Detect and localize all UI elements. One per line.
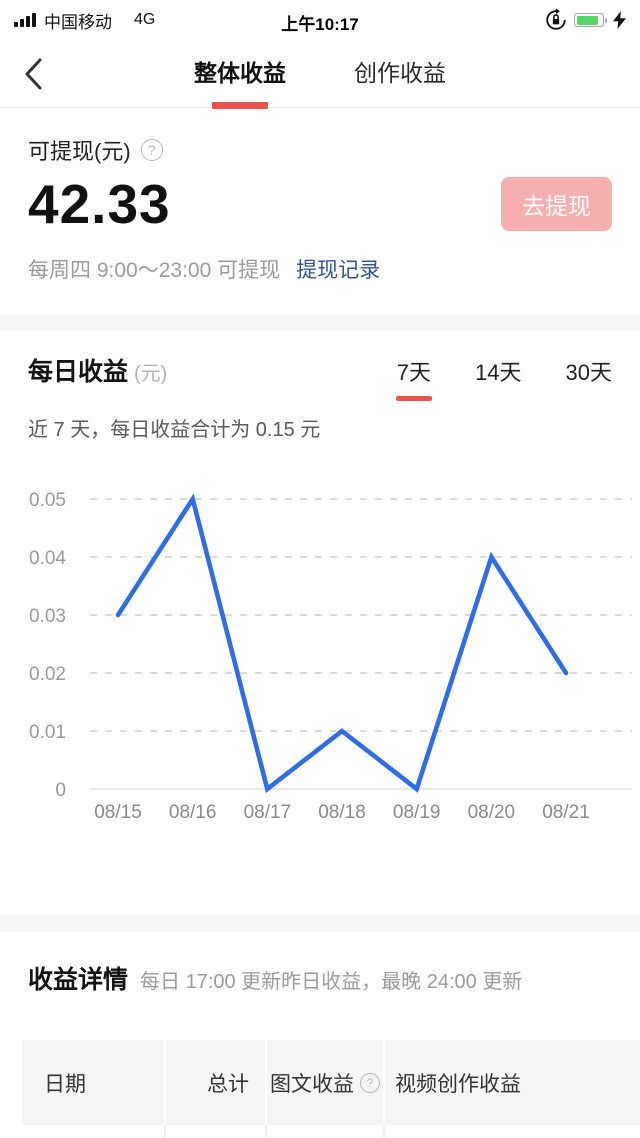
earnings-details-section: 收益详情 每日 17:00 更新昨日收益，最晚 24:00 更新 日期 总计 图… — [0, 960, 640, 1138]
charging-bolt-icon — [613, 11, 626, 29]
table-row — [22, 1125, 640, 1138]
range-tab-14d[interactable]: 14天 — [475, 360, 522, 385]
svg-text:08/15: 08/15 — [94, 802, 142, 823]
go-withdraw-button[interactable]: 去提现 — [501, 177, 612, 231]
tab-creation-earnings[interactable]: 创作收益 — [354, 59, 446, 86]
range-tab-7d[interactable]: 7天 — [397, 355, 431, 395]
withdrawable-label: 可提现(元) — [28, 139, 131, 164]
back-button[interactable] — [18, 56, 48, 92]
svg-text:0.05: 0.05 — [29, 490, 66, 511]
battery-icon — [574, 13, 607, 27]
svg-text:0.04: 0.04 — [29, 548, 66, 569]
column-header-video-earnings: 视频创作收益 — [395, 1072, 521, 1096]
svg-text:08/20: 08/20 — [468, 802, 516, 823]
daily-earnings-section: 每日收益 (元) 7天 14天 30天 近 7 天，每日收益合计为 0.15 元… — [0, 352, 640, 847]
daily-earnings-title: 每日收益 — [28, 358, 129, 386]
svg-text:0.02: 0.02 — [29, 664, 66, 685]
section-divider — [0, 915, 640, 932]
withdraw-history-link[interactable]: 提现记录 — [296, 259, 381, 282]
earnings-table: 日期 总计 图文收益 ? 视频创作收益 — [22, 1040, 640, 1138]
svg-text:0.01: 0.01 — [29, 722, 66, 743]
svg-text:08/17: 08/17 — [244, 802, 292, 823]
withdrawable-amount: 42.33 — [28, 173, 171, 235]
svg-text:0: 0 — [55, 780, 66, 801]
status-bar: 中国移动 4G 上午10:17 — [0, 0, 640, 40]
nav-bar: 整体收益 创作收益 — [0, 40, 640, 108]
svg-text:08/16: 08/16 — [169, 802, 217, 823]
svg-text:0.03: 0.03 — [29, 606, 66, 627]
tab-overall-earnings[interactable]: 整体收益 — [194, 54, 286, 94]
range-tab-30d[interactable]: 30天 — [565, 360, 612, 385]
column-header-total: 总计 — [166, 1040, 267, 1125]
table-header-row: 日期 总计 图文收益 ? 视频创作收益 — [22, 1040, 640, 1125]
withdrawable-section: 可提现(元) ? 42.33 去提现 每周四 9:00～23:00 可提现 提现… — [0, 134, 640, 284]
column-header-article-earnings: 图文收益 ? — [267, 1040, 385, 1125]
details-title: 收益详情 — [28, 966, 129, 994]
help-icon[interactable]: ? — [360, 1072, 380, 1093]
withdraw-schedule-note: 每周四 9:00～23:00 可提现 — [28, 259, 281, 282]
daily-earnings-unit: (元) — [134, 363, 168, 385]
network-type-label: 4G — [134, 11, 156, 28]
help-icon[interactable]: ? — [140, 139, 163, 161]
rotation-lock-icon — [544, 8, 568, 32]
signal-strength-icon — [14, 13, 36, 27]
svg-text:08/19: 08/19 — [393, 802, 441, 823]
svg-text:08/21: 08/21 — [542, 802, 590, 823]
carrier-label: 中国移动 — [44, 12, 112, 32]
section-divider — [0, 314, 640, 330]
svg-text:08/18: 08/18 — [318, 802, 366, 823]
column-header-date: 日期 — [22, 1040, 166, 1125]
details-update-note: 每日 17:00 更新昨日收益，最晚 24:00 更新 — [140, 971, 523, 993]
daily-earnings-line-chart: 0 0.01 0.02 0.03 0.04 0.05 08/15 08/16 08/17 08/1… — [0, 462, 640, 847]
daily-earnings-summary: 近 7 天，每日收益合计为 0.15 元 — [28, 419, 321, 441]
